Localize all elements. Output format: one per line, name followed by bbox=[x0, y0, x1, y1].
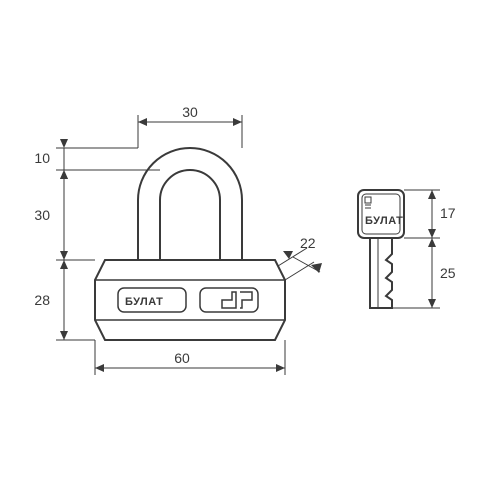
key-bow-inner bbox=[362, 194, 400, 234]
padlock: БУЛАТ bbox=[95, 148, 285, 340]
dim-25: 25 bbox=[392, 238, 456, 308]
dim-10: 10 bbox=[34, 139, 160, 179]
shackle-inner bbox=[160, 170, 220, 260]
svg-text:60: 60 bbox=[174, 350, 190, 366]
key: БУЛАТ bbox=[358, 190, 404, 308]
dim-60: 60 bbox=[95, 340, 285, 375]
dim-30-width: 30 bbox=[138, 104, 242, 148]
svg-text:25: 25 bbox=[440, 265, 456, 281]
key-logo-icon bbox=[365, 197, 371, 208]
dim-30-height: 30 bbox=[34, 170, 95, 260]
shackle-outer bbox=[138, 148, 242, 260]
svg-text:17: 17 bbox=[440, 205, 456, 221]
dim-22: 22 bbox=[278, 235, 322, 280]
svg-text:30: 30 bbox=[182, 104, 198, 120]
brand-label-key: БУЛАТ bbox=[365, 215, 403, 227]
svg-text:30: 30 bbox=[34, 207, 50, 223]
svg-text:28: 28 bbox=[34, 292, 50, 308]
padlock-body bbox=[95, 260, 285, 340]
dim-28: 28 bbox=[34, 260, 95, 340]
svg-text:22: 22 bbox=[300, 235, 316, 251]
drawing-canvas: БУЛАТ БУЛАТ 60 bbox=[0, 0, 500, 500]
dim-17: 17 bbox=[404, 190, 456, 238]
logo-icon bbox=[222, 292, 252, 308]
svg-text:10: 10 bbox=[34, 150, 50, 166]
key-blade bbox=[370, 238, 392, 308]
brand-label-lock: БУЛАТ bbox=[125, 296, 163, 308]
